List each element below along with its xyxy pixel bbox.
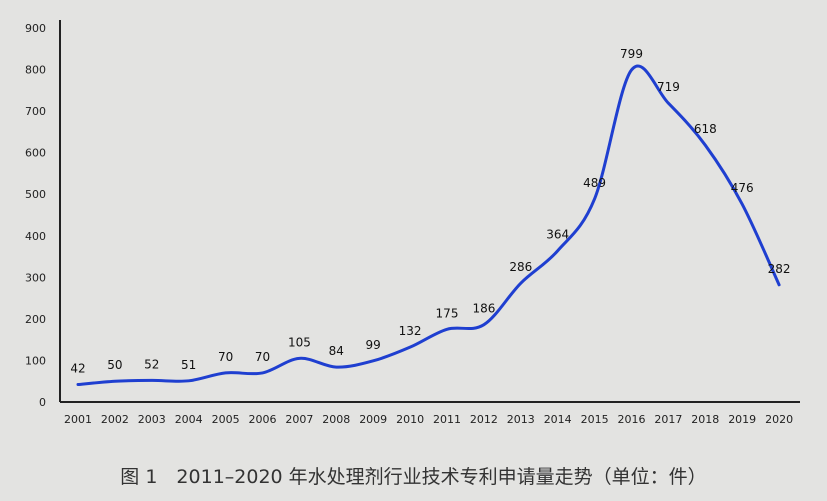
data-label: 175 [436, 306, 459, 320]
x-tick-label: 2004 [175, 413, 203, 426]
data-label: 70 [255, 350, 270, 364]
y-tick-label: 0 [39, 396, 46, 409]
x-tick-label: 2002 [101, 413, 129, 426]
data-label: 364 [546, 228, 569, 242]
data-label: 799 [620, 47, 643, 61]
y-tick-label: 700 [25, 105, 46, 118]
x-tick-label: 2010 [396, 413, 424, 426]
data-label: 286 [509, 260, 532, 274]
y-tick-label: 500 [25, 188, 46, 201]
data-label: 99 [366, 338, 381, 352]
y-tick-label: 400 [25, 230, 46, 243]
x-tick-label: 2007 [285, 413, 313, 426]
data-labels: 42 50 52 51 70 70 105 84 99 132 175 186 286 364 489 799… [70, 47, 790, 376]
data-label: 618 [694, 122, 717, 136]
x-tick-label: 2020 [765, 413, 793, 426]
x-tick-label: 2006 [249, 413, 277, 426]
data-label: 186 [472, 302, 495, 316]
data-label: 52 [144, 357, 159, 371]
x-tick-label: 2015 [581, 413, 609, 426]
figure-caption: 图 1 2011–2020 年水处理剂行业技术专利申请量走势（单位：件） [120, 466, 707, 488]
data-label: 51 [181, 358, 196, 372]
y-tick-label: 100 [25, 354, 46, 367]
data-label: 489 [583, 176, 606, 190]
x-axis-ticks: 2001 2002 2003 2004 2005 2006 2007 2008 2009 2010… [64, 413, 793, 426]
data-label: 282 [768, 262, 791, 276]
data-label: 70 [218, 350, 233, 364]
data-label: 84 [329, 344, 344, 358]
series-line [76, 64, 781, 387]
x-tick-label: 2018 [691, 413, 719, 426]
y-tick-label: 800 [25, 64, 46, 77]
data-label: 105 [288, 335, 311, 349]
x-tick-label: 2009 [359, 413, 387, 426]
data-label: 50 [107, 358, 122, 372]
x-tick-label: 2011 [433, 413, 461, 426]
x-tick-label: 2013 [507, 413, 535, 426]
x-tick-label: 2017 [654, 413, 682, 426]
x-tick-label: 2012 [470, 413, 498, 426]
x-tick-label: 2003 [138, 413, 166, 426]
x-tick-label: 2001 [64, 413, 92, 426]
y-tick-label: 600 [25, 147, 46, 160]
y-tick-label: 300 [25, 271, 46, 284]
chart-axes [59, 20, 800, 403]
x-tick-label: 2016 [618, 413, 646, 426]
y-tick-label: 200 [25, 313, 46, 326]
data-label: 42 [70, 362, 85, 376]
data-label: 476 [731, 181, 754, 195]
data-label: 719 [657, 80, 680, 94]
x-tick-label: 2005 [212, 413, 240, 426]
y-axis-ticks: 0 100 200 300 400 500 600 700 800 900 [25, 22, 46, 409]
x-tick-label: 2019 [728, 413, 756, 426]
x-tick-label: 2008 [322, 413, 350, 426]
data-label: 132 [399, 324, 422, 338]
y-tick-label: 900 [25, 22, 46, 35]
x-tick-label: 2014 [544, 413, 572, 426]
